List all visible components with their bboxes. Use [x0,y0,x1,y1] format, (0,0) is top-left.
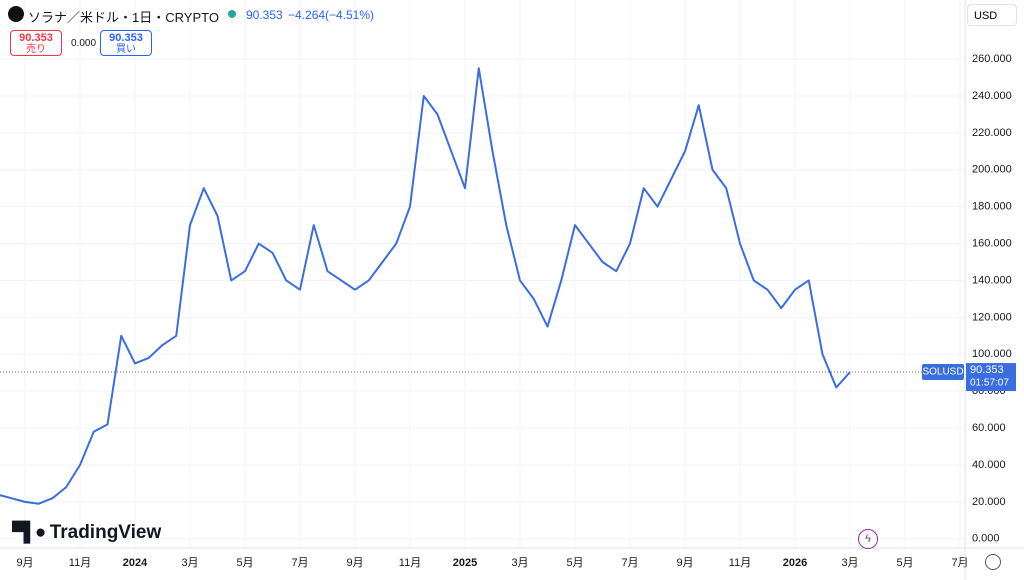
y-tick-label: 200.000 [972,164,1012,176]
x-tick-label: 9月 [346,557,363,569]
x-tick-label: 5月 [896,557,913,569]
change-pct: (−4.51%) [325,8,375,22]
buy-button[interactable]: 90.353 買い [100,30,152,56]
settings-icon[interactable] [985,554,1001,570]
x-tick-label: 7月 [291,557,308,569]
y-tick-label: 100.000 [972,348,1012,360]
y-tick-label: 120.000 [972,311,1012,323]
y-tick-label: 40.000 [972,459,1006,471]
y-tick-label: 220.000 [972,127,1012,139]
x-tick-label: 2026 [783,557,807,569]
sell-price: 90.353 [19,32,53,44]
y-tick-label: 20.000 [972,496,1006,508]
currency-button[interactable]: USD [967,4,1017,26]
x-tick-label: 11月 [399,557,421,569]
y-tick-label: 140.000 [972,274,1012,286]
x-tick-label: 9月 [676,557,693,569]
y-tick-label: 240.000 [972,90,1012,102]
logo-mark: ▀▌● [12,522,46,543]
sell-label: 売り [26,44,46,55]
buy-label: 買い [116,44,136,55]
currency: USD [974,10,998,22]
x-tick-label: 3月 [181,557,198,569]
y-tick-label: 180.000 [972,201,1012,213]
y-tick-label: 160.000 [972,237,1012,249]
countdown: 01:57:07 [970,378,1009,389]
x-tick-label: 3月 [511,557,528,569]
price-badge [966,363,1016,392]
x-tick-label: 2024 [123,557,148,569]
y-tick-label: 60.000 [972,422,1006,434]
change: −4.264 [288,8,326,22]
price-badge-text: 90.353 [970,364,1004,376]
x-tick-label: 3月 [841,557,858,569]
x-tick-label: 9月 [16,557,33,569]
spread: 0.000 [71,38,97,49]
x-tick-label: 5月 [566,557,583,569]
symbol-badge [922,364,964,381]
logo-text: TradingView [49,522,162,543]
symbol-icon [8,6,24,22]
buy-price: 90.353 [109,32,143,44]
x-tick-label: 2025 [453,557,477,569]
y-tick-label: 260.000 [972,53,1012,65]
symbol-badge-text: SOLUSD [922,367,963,378]
market-dot [228,10,236,18]
x-tick-label: 5月 [236,557,253,569]
price-line [0,67,851,505]
x-tick-label: 11月 [729,557,751,569]
last-price: 90.353 [246,8,283,22]
symbol[interactable]: ソラナ／米ドル・1日・CRYPTO [28,10,219,25]
x-tick-label: 7月 [621,557,638,569]
sell-button[interactable]: 90.353 売り [10,30,62,56]
y-tick-label: 0.000 [972,533,1000,545]
header: ソラナ／米ドル・1日・CRYPTO 90.353 −4.264 (−4.51%)… [0,0,960,60]
logo: ▀▌● TradingView [12,522,161,544]
x-tick-label: 11月 [69,557,91,569]
flash-icon[interactable]: ϟ [858,529,878,549]
x-tick-label: 7月 [951,557,968,569]
